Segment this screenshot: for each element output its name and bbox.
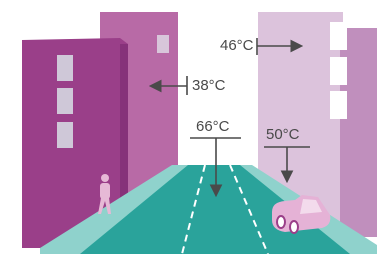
window xyxy=(157,35,169,53)
temperature-label: 46°C xyxy=(220,37,254,54)
illustration: 46°C 38°C 66°C 50°C xyxy=(0,0,377,254)
temperature-label: 50°C xyxy=(266,126,300,143)
window xyxy=(330,91,347,119)
window xyxy=(330,22,347,50)
page: 46°C 38°C 66°C 50°C (() => { const data … xyxy=(0,0,377,254)
temperature-label: 66°C xyxy=(196,118,230,135)
temperature-label: 38°C xyxy=(192,77,226,94)
window xyxy=(330,57,347,85)
window xyxy=(57,122,73,148)
window xyxy=(57,55,73,81)
window xyxy=(57,88,73,114)
